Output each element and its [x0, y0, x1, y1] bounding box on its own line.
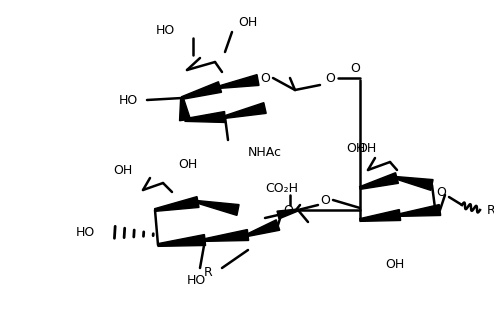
- Text: O: O: [283, 204, 293, 216]
- Polygon shape: [247, 220, 280, 236]
- Text: CO₂H: CO₂H: [265, 182, 298, 194]
- Text: OH: OH: [346, 142, 365, 154]
- Polygon shape: [400, 205, 441, 216]
- Text: O: O: [325, 72, 335, 84]
- Text: HO: HO: [156, 23, 175, 37]
- Text: OH: OH: [178, 158, 197, 172]
- Polygon shape: [360, 210, 401, 221]
- Polygon shape: [182, 82, 221, 99]
- Text: HO: HO: [186, 274, 206, 286]
- Text: O: O: [436, 186, 446, 200]
- Text: O: O: [350, 61, 360, 75]
- Text: OH: OH: [357, 142, 376, 154]
- Text: R1: R1: [487, 204, 494, 216]
- Text: HO: HO: [76, 225, 95, 239]
- Polygon shape: [179, 98, 191, 121]
- Polygon shape: [158, 235, 206, 247]
- Text: R: R: [203, 266, 212, 279]
- Polygon shape: [155, 197, 199, 211]
- Text: O: O: [320, 193, 330, 207]
- Polygon shape: [360, 173, 399, 189]
- Text: HO: HO: [119, 93, 138, 107]
- Polygon shape: [185, 112, 225, 122]
- Text: OH: OH: [238, 16, 257, 28]
- Text: OH: OH: [113, 163, 132, 177]
- Polygon shape: [277, 209, 298, 219]
- Polygon shape: [397, 177, 433, 190]
- Polygon shape: [220, 75, 259, 88]
- Text: OH: OH: [385, 258, 405, 272]
- Text: NHAc: NHAc: [248, 146, 282, 158]
- Polygon shape: [198, 201, 239, 215]
- Polygon shape: [205, 230, 248, 241]
- Polygon shape: [225, 103, 266, 118]
- Text: O: O: [260, 72, 270, 84]
